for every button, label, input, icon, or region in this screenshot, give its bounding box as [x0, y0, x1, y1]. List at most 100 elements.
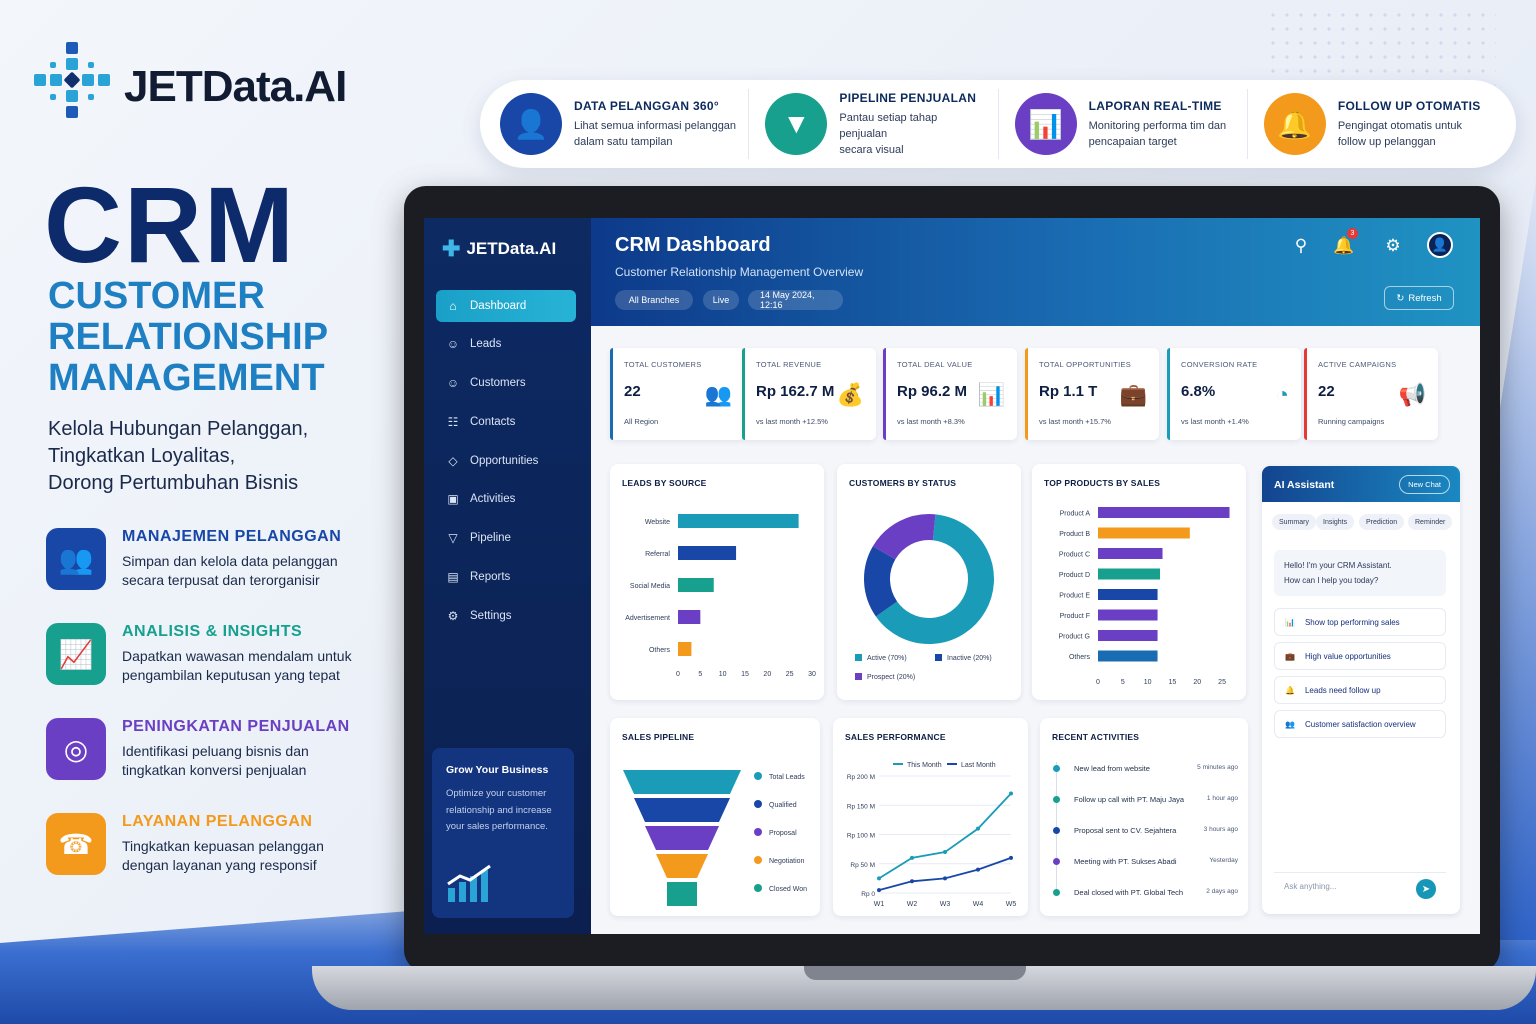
activity-item[interactable]: Meeting with PT. Sukses Abadi Yesterday [1052, 857, 1238, 871]
feature-title: MANAJEMEN PELANGGAN [122, 528, 342, 545]
bar [1098, 630, 1158, 641]
page-title: CRM Dashboard [615, 234, 771, 256]
activity-time: 5 minutes ago [1197, 764, 1238, 771]
live-chip[interactable]: Live [703, 290, 739, 310]
card-title: RECENT ACTIVITIES [1052, 732, 1140, 742]
top-feature-title: DATA PELANGGAN 360° [574, 98, 719, 113]
funnel-stage [667, 882, 697, 906]
avatar[interactable]: 👤 [1427, 232, 1453, 258]
sidebar-item-contacts[interactable]: ☷ Contacts [436, 406, 576, 438]
legend-label: Qualified [769, 802, 797, 809]
sidebar-item-activities[interactable]: ▣ Activities [436, 483, 576, 515]
headset-icon: ☎ [46, 813, 106, 875]
refresh-button[interactable]: ↻ Refresh [1384, 286, 1454, 310]
kpi-active-campaigns[interactable]: ACTIVE CAMPAIGNS 22 Running campaigns 📢 [1304, 348, 1438, 440]
activity-item[interactable]: New lead from website 5 minutes ago [1052, 764, 1238, 778]
activity-text: Follow up call with PT. Maju Jaya [1074, 795, 1185, 804]
top-feature-desc: dalam satu tampilan [574, 135, 673, 148]
y-tick-label: Rp 200 M [847, 774, 875, 781]
kpi-value: Rp 162.7 M [756, 383, 835, 400]
datetime-chip[interactable]: 14 May 2024, 12:16 [748, 290, 843, 310]
bar-chart-icon: ▤ [447, 570, 459, 584]
sidebar-item-opportunities[interactable]: ◇ Opportunities [436, 445, 576, 477]
sidebar: ✚ JETData.AI ⌂ Dashboard ☺ Leads ☺ Customer… [424, 218, 591, 934]
legend-swatch [935, 654, 942, 661]
activity-item[interactable]: Follow up call with PT. Maju Jaya 1 hour … [1052, 795, 1238, 809]
calendar-icon: ▣ [447, 492, 459, 506]
brand-name: JETData.AI [124, 62, 347, 111]
x-tick-label: W2 [907, 901, 918, 908]
ai-tab-summary[interactable]: Summary [1272, 514, 1316, 530]
contacts-icon: ☷ [447, 415, 459, 429]
kpi-total-revenue[interactable]: TOTAL REVENUE Rp 162.7 M vs last month +… [742, 348, 876, 440]
sidebar-item-customers[interactable]: ☺ Customers [436, 367, 576, 399]
category-label: Product D [1059, 572, 1090, 579]
send-icon[interactable]: ➤ [1416, 879, 1436, 899]
kpi-value: Rp 96.2 M [897, 383, 968, 400]
ai-suggestion-top-sales[interactable]: 📊 Show top performing sales [1274, 608, 1446, 636]
branch-filter-chip[interactable]: All Branches [615, 290, 693, 310]
ai-input-placeholder: Ask anything... [1284, 882, 1337, 891]
bar-chart-icon: 📊 [1014, 93, 1077, 155]
feature-penjualan: ◎ PENINGKATAN PENJUALAN Identifikasi pel… [46, 718, 386, 780]
tick-label: 30 [808, 671, 816, 678]
tick-label: 5 [698, 671, 702, 678]
sidebar-item-settings[interactable]: ⚙ Settings [436, 600, 576, 632]
category-label: Product F [1060, 613, 1090, 620]
customers-by-status-chart: Active (70%) Inactive (20%) Prospect (20%) [855, 514, 994, 681]
ai-tab-insights[interactable]: Insights [1316, 514, 1355, 530]
sidebar-item-dashboard[interactable]: ⌂ Dashboard [436, 290, 576, 322]
kpi-label: TOTAL DEAL VALUE [897, 360, 973, 369]
ai-tab-prediction[interactable]: Prediction [1359, 514, 1405, 530]
tick-label: 10 [1144, 679, 1152, 686]
bell-icon: 🔔 [1263, 93, 1326, 155]
legend-dot [754, 828, 762, 836]
feature-desc: tingkatkan konversi penjualan [122, 762, 307, 778]
sales-performance-chart: Rp 200 M Rp 150 M Rp 100 M Rp 50 M Rp 0 W1 W2 W… [847, 762, 1017, 908]
ai-suggestion-follow-up[interactable]: 🔔 Leads need follow up [1274, 676, 1446, 704]
refresh-label: Refresh [1408, 292, 1442, 304]
category-label: Referral [645, 551, 670, 558]
kpi-conversion-rate[interactable]: CONVERSION RATE 6.8% vs last month +1.4%… [1167, 348, 1301, 440]
x-tick-label: W1 [874, 901, 885, 908]
kpi-value: 22 [1318, 383, 1335, 400]
kpi-total-customers[interactable]: TOTAL CUSTOMERS 22 All Region 👥 [610, 348, 744, 440]
hero-title: CRM [44, 164, 296, 285]
dashboard-screen: ✚ JETData.AI ⌂ Dashboard ☺ Leads ☺ Customer… [424, 218, 1480, 934]
activity-item[interactable]: Proposal sent to CV. Sejahtera 3 hours ag… [1052, 826, 1238, 840]
sidebar-item-label: Contacts [470, 416, 516, 428]
tick-label: 25 [786, 671, 794, 678]
kpi-total-deal-value[interactable]: TOTAL DEAL VALUE Rp 96.2 M vs last month… [883, 348, 1017, 440]
bar [1098, 589, 1158, 600]
data-point [943, 876, 947, 881]
bell-icon[interactable]: 🔔 [1333, 236, 1355, 255]
ai-suggestion-satisfaction[interactable]: 👥 Customer satisfaction overview [1274, 710, 1446, 738]
data-point [943, 850, 947, 855]
ai-suggestion-high-value[interactable]: 💼 High value opportunities [1274, 642, 1446, 670]
hero-subtitle-line: MANAGEMENT [48, 357, 325, 399]
feature-desc: pengambilan keputusan yang tepat [122, 667, 340, 683]
tick-label: 20 [1193, 679, 1201, 686]
funnel-icon: ▼ [765, 93, 828, 155]
category-label: Product B [1059, 531, 1090, 538]
activity-time: 3 hours ago [1203, 826, 1238, 833]
new-chat-button[interactable]: New Chat [1399, 475, 1450, 494]
sidebar-item-leads[interactable]: ☺ Leads [436, 328, 576, 360]
hero-desc-line: Kelola Hubungan Pelanggan, [48, 418, 309, 440]
sidebar-item-reports[interactable]: ▤ Reports [436, 561, 576, 593]
kpi-accent [883, 348, 886, 440]
ai-tab-reminder[interactable]: Reminder [1408, 514, 1453, 530]
data-point [877, 876, 881, 881]
sales-pipeline-card: SALES PIPELINE Total Leads Qualified Propo… [610, 718, 820, 916]
top-feature-desc: Pengingat otomatis untuk [1337, 119, 1462, 132]
sidebar-item-pipeline[interactable]: ▽ Pipeline [436, 522, 576, 554]
kpi-total-opportunities[interactable]: TOTAL OPPORTUNITIES Rp 1.1 T vs last mon… [1025, 348, 1159, 440]
refresh-icon: ↻ [1396, 292, 1405, 304]
ai-chat-input[interactable]: Ask anything... ➤ [1274, 872, 1446, 900]
search-icon[interactable]: ⚲ [1294, 236, 1308, 255]
gear-icon[interactable]: ⚙ [1385, 236, 1401, 255]
activity-item[interactable]: Deal closed with PT. Global Tech 2 days a… [1052, 888, 1238, 902]
sidebar-logo[interactable]: ✚ JETData.AI [442, 236, 556, 262]
funnel-stage [623, 770, 741, 794]
target-icon: ◎ [46, 718, 106, 780]
